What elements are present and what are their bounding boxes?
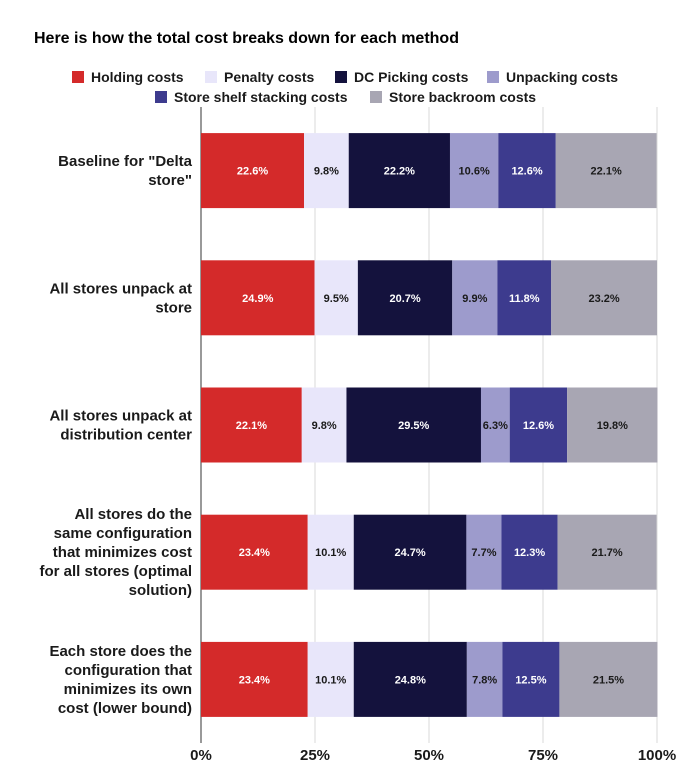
- bar-segment-dc-picking-costs: [348, 133, 450, 209]
- x-tick-label: 50%: [414, 747, 444, 764]
- legend-swatch-store-shelf-stacking-costs: [155, 91, 167, 103]
- category-label: Each store does the configuration that min…: [49, 643, 192, 717]
- data-label: 23.4%: [239, 547, 270, 559]
- data-label: 12.3%: [514, 547, 545, 559]
- bar-segment-unpacking-costs: [449, 133, 499, 209]
- bar-segment-store-shelf-stacking-costs: [501, 514, 558, 590]
- data-label: 7.7%: [471, 547, 496, 559]
- x-axis-ticks: 0% 25% 50% 75% 100%: [190, 747, 676, 764]
- data-label: 29.5%: [398, 420, 429, 432]
- bar-segment-holding-costs: [201, 133, 305, 209]
- data-label: 23.2%: [589, 293, 620, 305]
- bar-segment-store-backroom-costs: [567, 387, 658, 463]
- bar-segment-store-shelf-stacking-costs: [509, 387, 568, 463]
- data-label: 22.6%: [237, 166, 268, 178]
- data-label: 7.8%: [472, 674, 497, 686]
- data-label: 9.8%: [314, 166, 339, 178]
- bar-segment-unpacking-costs: [480, 387, 510, 463]
- data-label: 9.5%: [324, 293, 349, 305]
- legend-label-penalty-costs: Penalty costs: [224, 69, 314, 85]
- bar-segment-unpacking-costs: [466, 641, 503, 717]
- data-label: 23.4%: [239, 674, 270, 686]
- category-labels: Baseline for "Delta store" All stores unpa…: [39, 153, 192, 717]
- bar-segment-store-backroom-costs: [559, 641, 658, 717]
- legend: Holding costs Penalty costs DC Picking cos…: [72, 69, 618, 105]
- category-label: Baseline for "Delta store": [58, 153, 192, 189]
- bar-segment-dc-picking-costs: [346, 387, 481, 463]
- legend-label-dc-picking-costs: DC Picking costs: [354, 69, 469, 85]
- data-label: 10.1%: [315, 547, 346, 559]
- bars: 22.6% 9.8% 22.2% 10.6% 12.6% 22.1% 24.9% 9.5% 20…: [201, 133, 658, 717]
- chart-title: Here is how the total cost breaks down f…: [34, 30, 459, 47]
- legend-swatch-penalty-costs: [205, 71, 217, 83]
- data-label: 10.6%: [459, 166, 490, 178]
- bar-segment-penalty-costs: [307, 641, 354, 717]
- data-label: 19.8%: [597, 420, 628, 432]
- category-label: All stores unpack at distribution center: [49, 408, 192, 444]
- data-label: 21.5%: [593, 674, 624, 686]
- data-label: 24.9%: [242, 293, 273, 305]
- bar-segment-holding-costs: [201, 387, 302, 463]
- legend-swatch-store-backroom-costs: [370, 91, 382, 103]
- bar-segment-store-shelf-stacking-costs: [498, 133, 556, 209]
- data-label: 12.6%: [523, 420, 554, 432]
- data-label: 6.3%: [483, 420, 508, 432]
- data-label: 24.7%: [394, 547, 425, 559]
- bar-segment-dc-picking-costs: [357, 260, 453, 336]
- x-tick-label: 75%: [528, 747, 558, 764]
- data-label: 12.5%: [515, 674, 546, 686]
- data-label: 20.7%: [389, 293, 420, 305]
- data-label: 12.6%: [511, 166, 542, 178]
- bar-segment-penalty-costs: [307, 514, 354, 590]
- bar-segment-store-shelf-stacking-costs: [497, 260, 552, 336]
- data-label: 9.8%: [312, 420, 337, 432]
- x-tick-label: 0%: [190, 747, 212, 764]
- bar-segment-unpacking-costs: [452, 260, 498, 336]
- bar-segment-penalty-costs: [301, 387, 347, 463]
- legend-label-store-backroom-costs: Store backroom costs: [389, 89, 536, 105]
- bar-segment-penalty-costs: [304, 133, 349, 209]
- data-label: 10.1%: [315, 674, 346, 686]
- bar-segment-store-backroom-costs: [555, 133, 657, 209]
- x-tick-label: 100%: [638, 747, 676, 764]
- data-label: 9.9%: [462, 293, 487, 305]
- legend-label-unpacking-costs: Unpacking costs: [506, 69, 618, 85]
- data-label: 21.7%: [591, 547, 622, 559]
- bar-segment-holding-costs: [201, 260, 315, 336]
- bar-segment-penalty-costs: [314, 260, 358, 336]
- legend-swatch-dc-picking-costs: [335, 71, 347, 83]
- category-label: All stores unpack at store: [49, 280, 192, 316]
- bar-segment-holding-costs: [201, 514, 308, 590]
- bar-segment-store-shelf-stacking-costs: [502, 641, 560, 717]
- bar-segment-store-backroom-costs: [557, 514, 657, 590]
- bar-segment-dc-picking-costs: [353, 514, 467, 590]
- x-tick-label: 25%: [300, 747, 330, 764]
- bar-segment-holding-costs: [201, 641, 308, 717]
- bar-segment-unpacking-costs: [466, 514, 502, 590]
- bar-segment-store-backroom-costs: [551, 260, 657, 336]
- data-label: 22.1%: [236, 420, 267, 432]
- data-label: 22.1%: [591, 166, 622, 178]
- data-label: 11.8%: [509, 293, 540, 305]
- legend-label-holding-costs: Holding costs: [91, 69, 184, 85]
- legend-label-store-shelf-stacking-costs: Store shelf stacking costs: [174, 89, 348, 105]
- data-label: 24.8%: [395, 674, 426, 686]
- category-label: All stores do the same configuration that …: [39, 506, 192, 599]
- legend-swatch-holding-costs: [72, 71, 84, 83]
- bar-segment-dc-picking-costs: [353, 641, 467, 717]
- data-label: 22.2%: [384, 166, 415, 178]
- legend-swatch-unpacking-costs: [487, 71, 499, 83]
